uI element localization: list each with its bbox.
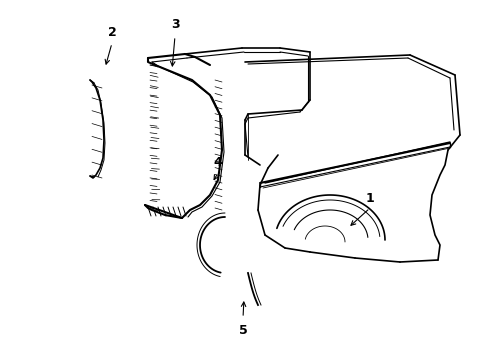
Text: 2: 2 [108,26,117,39]
Text: 3: 3 [171,18,179,31]
Text: 1: 1 [366,192,374,204]
Text: 5: 5 [239,324,247,337]
Text: 4: 4 [214,157,222,170]
